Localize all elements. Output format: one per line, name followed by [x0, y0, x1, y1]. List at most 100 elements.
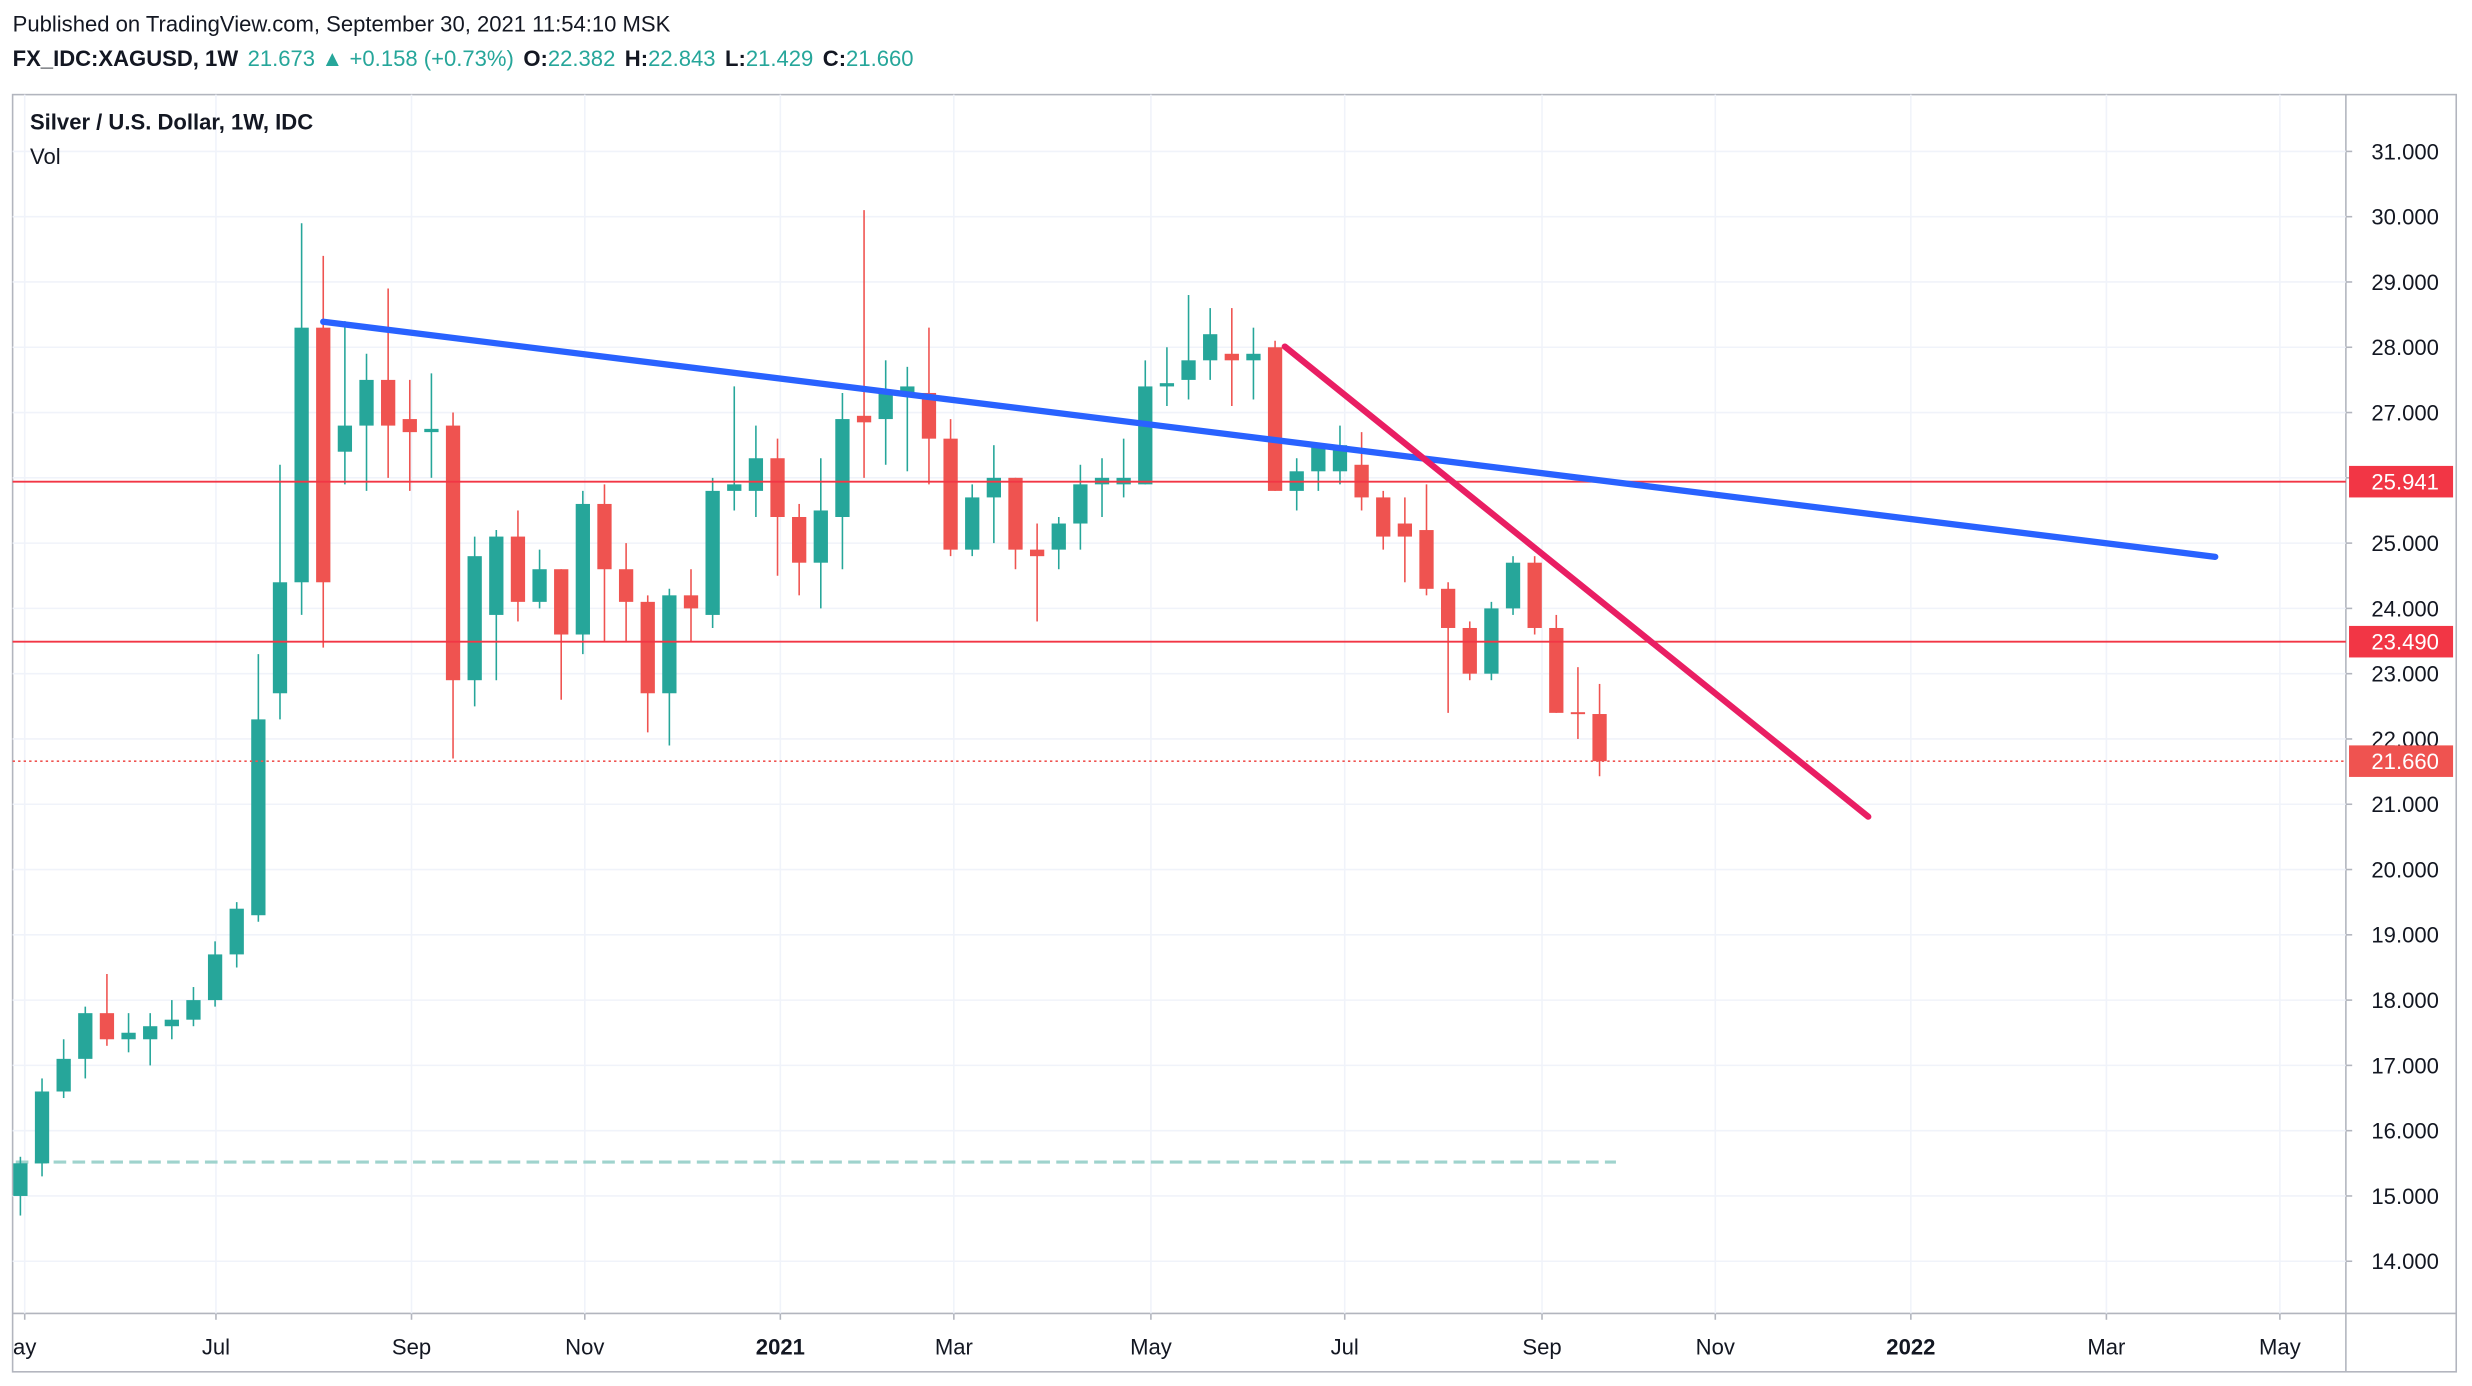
candle-body	[878, 392, 893, 420]
candle-body	[445, 425, 461, 681]
y-tick-label: 15.000	[2371, 1184, 2438, 1209]
candle-body	[1549, 627, 1564, 713]
candle-body	[640, 601, 655, 694]
candle-body	[1159, 383, 1175, 387]
candle-body	[1224, 353, 1239, 361]
x-tick-label: Jul	[202, 1334, 230, 1359]
published-note: Published on TradingView.com, September …	[13, 12, 671, 37]
chart-title: Silver / U.S. Dollar, 1W, IDC	[30, 109, 313, 134]
change: +0.158 (+0.73%)	[350, 46, 514, 71]
candle-body	[1267, 347, 1283, 491]
candle-body	[770, 458, 785, 517]
candle-body	[1008, 477, 1023, 550]
symbol-line: FX_IDC:XAGUSD, 1W 21.673 ▲ +0.158 (+0.73%) O…	[13, 46, 914, 71]
candle-body	[1138, 386, 1153, 485]
candle-body	[99, 1013, 115, 1040]
candle-body	[532, 569, 547, 602]
candle-body	[727, 484, 742, 491]
candle-body	[1181, 360, 1196, 380]
y-tick-label: 18.000	[2371, 988, 2438, 1013]
y-tick-label: 25.000	[2371, 531, 2438, 556]
candle-body	[1203, 334, 1218, 361]
candle-body	[1029, 549, 1045, 557]
y-tick-label: 28.000	[2371, 335, 2438, 360]
y-tick-label: 30.000	[2371, 205, 2438, 230]
candle-body	[835, 419, 850, 517]
candle-body	[510, 536, 526, 602]
y-tick-label: 16.000	[2371, 1119, 2438, 1144]
candle-body	[1462, 627, 1477, 674]
low-label: L:	[725, 46, 746, 71]
x-tick-label: May	[1130, 1334, 1172, 1359]
candle-body	[381, 379, 396, 426]
x-tick-label: Jul	[1331, 1334, 1359, 1359]
price-level-tag	[2349, 465, 2454, 498]
plot	[12, 210, 2346, 1216]
x-tick-label: ay	[13, 1334, 36, 1359]
candle-body	[1419, 530, 1434, 589]
trend-line	[1281, 343, 1872, 820]
price-level-tag	[2349, 625, 2454, 658]
candle-body	[143, 1026, 158, 1040]
candle-body	[34, 1091, 50, 1164]
open-label: O:	[523, 46, 548, 71]
low-value: 21.429	[746, 46, 813, 71]
chart-subtitle: Vol	[30, 144, 61, 169]
candle-body	[748, 458, 764, 491]
candle-body	[121, 1032, 136, 1040]
candle-body	[251, 719, 266, 916]
candle-body	[1073, 484, 1088, 524]
candle-body	[229, 908, 244, 955]
candle-body	[662, 595, 677, 694]
candle-body	[1592, 714, 1607, 762]
x-tick-label: Nov	[1696, 1334, 1735, 1359]
candle-body	[272, 582, 288, 694]
y-tick-label: 27.000	[2371, 400, 2438, 425]
trend-line	[320, 318, 2219, 560]
y-tick-label: 23.000	[2371, 662, 2438, 687]
grid	[12, 94, 2346, 1314]
candle-body	[1246, 353, 1261, 361]
candle-body	[554, 569, 569, 635]
y-tick-label: 20.000	[2371, 857, 2438, 882]
candle-body	[13, 1163, 28, 1196]
candle-body	[792, 516, 807, 563]
candle-body	[402, 419, 417, 433]
candle-body	[1570, 712, 1586, 715]
candle-body	[965, 497, 980, 550]
candle-body	[467, 556, 482, 681]
candle-body	[1051, 523, 1066, 550]
candle-body	[316, 327, 331, 583]
candle-body	[78, 1013, 93, 1059]
candle-body	[597, 503, 612, 570]
price-level-tag	[2349, 745, 2454, 777]
candle-body	[164, 1019, 179, 1027]
candle-body	[575, 503, 590, 635]
x-tick-label: Sep	[1522, 1334, 1561, 1359]
candle-body	[705, 490, 720, 615]
candle-body	[1311, 445, 1326, 472]
x-tick-label: Nov	[565, 1334, 604, 1359]
candle-body	[294, 327, 309, 583]
chart-frame	[11, 93, 2458, 1373]
candle-body	[618, 569, 634, 602]
y-tick-label: 21.000	[2371, 792, 2438, 817]
x-tick-label: 2021	[756, 1334, 805, 1359]
open-value: 22.382	[548, 46, 615, 71]
candle-body	[813, 510, 828, 563]
candle-body	[1505, 562, 1521, 609]
last-price: 21.673	[248, 46, 315, 71]
candle-body	[1376, 497, 1391, 537]
candle-body	[943, 438, 958, 550]
candle-body	[56, 1058, 71, 1092]
candle-body	[921, 392, 937, 439]
y-tick-label: 24.000	[2371, 596, 2438, 621]
candle-body	[186, 1000, 201, 1020]
candle-body	[1527, 562, 1542, 628]
price-level-label: 21.660	[2371, 749, 2438, 774]
x-tick-label: May	[2259, 1334, 2301, 1359]
y-tick-label: 31.000	[2371, 139, 2438, 164]
